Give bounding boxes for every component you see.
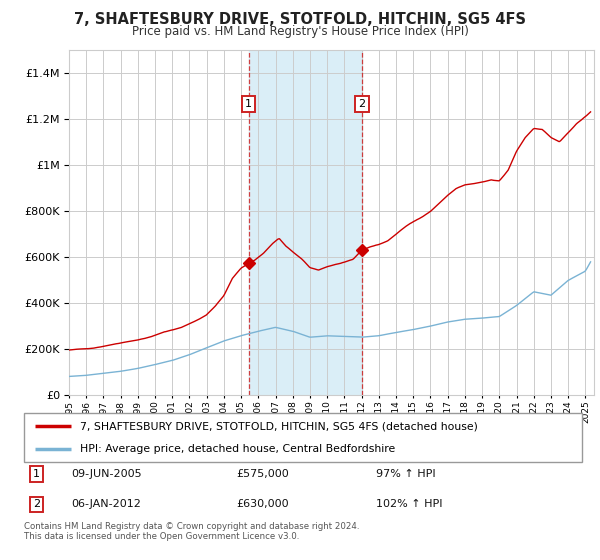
Text: 7, SHAFTESBURY DRIVE, STOTFOLD, HITCHIN, SG5 4FS: 7, SHAFTESBURY DRIVE, STOTFOLD, HITCHIN,… xyxy=(74,12,526,27)
Text: Price paid vs. HM Land Registry's House Price Index (HPI): Price paid vs. HM Land Registry's House … xyxy=(131,25,469,38)
Text: 97% ↑ HPI: 97% ↑ HPI xyxy=(376,469,435,479)
Text: 06-JAN-2012: 06-JAN-2012 xyxy=(71,500,142,509)
Bar xyxy=(249,50,362,395)
Text: £575,000: £575,000 xyxy=(236,469,289,479)
Text: 1: 1 xyxy=(33,469,40,479)
Text: Contains HM Land Registry data © Crown copyright and database right 2024.
This d: Contains HM Land Registry data © Crown c… xyxy=(24,522,359,542)
Text: 102% ↑ HPI: 102% ↑ HPI xyxy=(376,500,442,509)
FancyBboxPatch shape xyxy=(24,413,582,462)
Text: 1: 1 xyxy=(245,99,252,109)
Text: HPI: Average price, detached house, Central Bedfordshire: HPI: Average price, detached house, Cent… xyxy=(80,444,395,454)
Text: £630,000: £630,000 xyxy=(236,500,289,509)
Text: 2: 2 xyxy=(33,500,40,509)
Text: 7, SHAFTESBURY DRIVE, STOTFOLD, HITCHIN, SG5 4FS (detached house): 7, SHAFTESBURY DRIVE, STOTFOLD, HITCHIN,… xyxy=(80,421,478,431)
Text: 09-JUN-2005: 09-JUN-2005 xyxy=(71,469,142,479)
Text: 2: 2 xyxy=(358,99,365,109)
